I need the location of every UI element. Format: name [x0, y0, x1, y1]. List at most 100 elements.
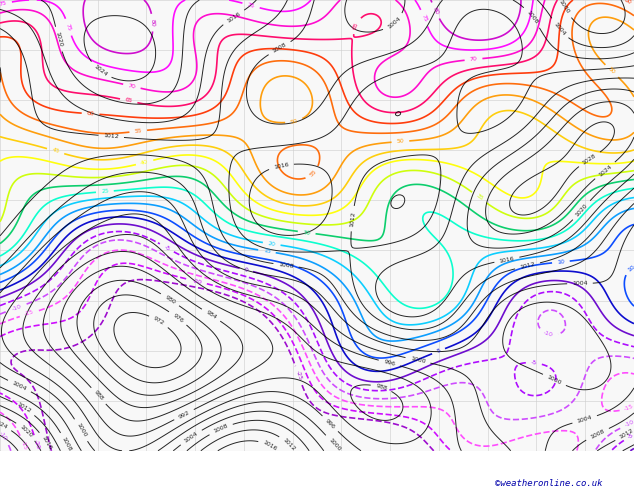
Text: 80W: 80W — [451, 464, 462, 469]
Text: 1004: 1004 — [11, 380, 28, 392]
Text: 1012: 1012 — [103, 133, 119, 140]
Text: 35: 35 — [475, 193, 484, 202]
Text: 1008: 1008 — [278, 262, 294, 269]
Text: 150W: 150W — [226, 464, 243, 469]
Text: -5: -5 — [627, 433, 634, 440]
Text: 55: 55 — [309, 169, 318, 178]
Text: 1004: 1004 — [576, 415, 593, 424]
Text: 1004: 1004 — [183, 431, 199, 444]
Text: 1020: 1020 — [574, 203, 588, 218]
Text: 180: 180 — [134, 464, 145, 469]
Text: -10: -10 — [0, 430, 8, 441]
Text: 140W: 140W — [258, 464, 275, 469]
Text: 0: 0 — [244, 267, 249, 273]
Text: 1008: 1008 — [526, 9, 539, 25]
Text: 1012: 1012 — [16, 402, 32, 415]
Text: 70: 70 — [469, 56, 477, 62]
Text: 1012: 1012 — [282, 438, 297, 452]
Text: 50: 50 — [396, 139, 404, 145]
Text: 25: 25 — [101, 189, 109, 195]
Text: 65: 65 — [353, 21, 360, 30]
Text: -10: -10 — [11, 303, 23, 312]
Text: 972: 972 — [152, 316, 165, 326]
Text: 988: 988 — [375, 383, 388, 392]
Text: 60: 60 — [623, 0, 632, 5]
Text: -10: -10 — [543, 330, 553, 338]
Text: 1024: 1024 — [93, 64, 108, 78]
Text: 1004: 1004 — [387, 16, 402, 30]
Text: 80: 80 — [432, 6, 439, 15]
Text: 5: 5 — [436, 348, 441, 354]
Text: 160W: 160W — [195, 464, 211, 469]
Text: 40: 40 — [140, 159, 149, 166]
Text: 60: 60 — [86, 111, 94, 117]
Text: 1004: 1004 — [552, 21, 566, 36]
Text: 130W: 130W — [290, 464, 306, 469]
Text: 110W: 110W — [353, 464, 370, 469]
Text: 1000: 1000 — [558, 0, 571, 15]
Text: -20: -20 — [191, 278, 202, 285]
Text: 976: 976 — [172, 313, 184, 324]
Text: 1004: 1004 — [572, 281, 588, 286]
Text: 1024: 1024 — [597, 164, 612, 177]
Text: 1020: 1020 — [55, 31, 63, 48]
Text: 80: 80 — [150, 19, 155, 26]
Text: 1016: 1016 — [226, 11, 242, 24]
Text: 996: 996 — [383, 359, 396, 367]
Text: 1008: 1008 — [590, 428, 605, 440]
Text: 30: 30 — [302, 229, 311, 236]
Text: 15: 15 — [262, 248, 271, 254]
Text: -15: -15 — [624, 403, 634, 412]
Text: -5: -5 — [531, 360, 537, 366]
Text: 1016: 1016 — [262, 440, 278, 452]
Text: 75: 75 — [0, 0, 8, 7]
Text: 1016: 1016 — [41, 435, 53, 451]
Text: 1000: 1000 — [75, 422, 87, 438]
Text: 65: 65 — [124, 98, 133, 104]
Text: 50: 50 — [607, 67, 616, 75]
Text: -20: -20 — [33, 439, 41, 450]
Text: 1012: 1012 — [619, 428, 634, 441]
Text: 170W: 170W — [163, 464, 179, 469]
Text: 70W: 70W — [482, 464, 494, 469]
Text: 75: 75 — [420, 14, 428, 23]
Text: 55: 55 — [134, 128, 143, 134]
Text: 980: 980 — [164, 294, 176, 305]
Text: -25: -25 — [295, 370, 303, 381]
Text: 1016: 1016 — [273, 162, 289, 170]
Text: -15: -15 — [20, 440, 28, 450]
Text: 50: 50 — [290, 118, 298, 124]
Text: 1008: 1008 — [272, 42, 288, 54]
Text: 170E: 170E — [100, 464, 116, 469]
Text: 1000: 1000 — [547, 374, 562, 386]
Text: 1020: 1020 — [19, 424, 34, 439]
Text: 45: 45 — [51, 147, 60, 155]
Text: 992: 992 — [178, 410, 190, 419]
Text: 10: 10 — [557, 259, 565, 265]
Text: 10: 10 — [627, 264, 634, 273]
Text: Theta-e 850hPa [°C] ECMWF: Theta-e 850hPa [°C] ECMWF — [3, 462, 125, 471]
Text: -10: -10 — [624, 419, 634, 428]
Text: Sáb 25-05-2024  06:00 UTC (00+06): Sáb 25-05-2024 06:00 UTC (00+06) — [501, 462, 634, 471]
Text: 100W: 100W — [385, 464, 401, 469]
Text: 75: 75 — [65, 23, 72, 32]
Text: 1024: 1024 — [0, 418, 8, 430]
Text: 70: 70 — [127, 83, 136, 90]
Text: -15: -15 — [24, 310, 35, 318]
Text: 984: 984 — [205, 310, 217, 320]
Text: 20: 20 — [268, 241, 276, 247]
Text: 1000: 1000 — [410, 356, 426, 365]
Text: 988: 988 — [93, 390, 104, 402]
Text: 1012: 1012 — [519, 262, 536, 270]
Text: 1008: 1008 — [61, 436, 73, 452]
Text: 996: 996 — [324, 417, 336, 430]
Text: 1008: 1008 — [213, 423, 229, 434]
Text: 1012: 1012 — [349, 211, 356, 227]
Text: 75: 75 — [247, 2, 256, 9]
Text: -5: -5 — [163, 244, 171, 251]
Text: 1000: 1000 — [327, 438, 342, 452]
Text: 90W: 90W — [419, 464, 430, 469]
Text: 120W: 120W — [321, 464, 338, 469]
Text: ©weatheronline.co.uk: ©weatheronline.co.uk — [495, 479, 602, 488]
Text: 1016: 1016 — [499, 256, 515, 264]
